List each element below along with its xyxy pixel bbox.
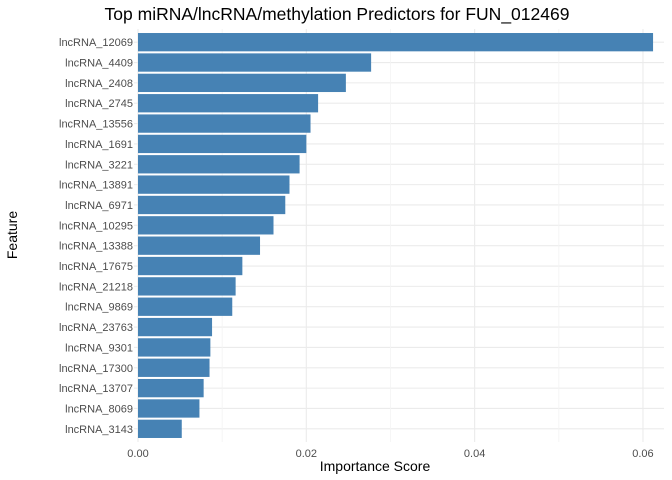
bar-lncRNA_2745 bbox=[138, 94, 319, 113]
bar-lncRNA_17675 bbox=[138, 256, 243, 276]
y-tick-label: lncRNA_17300 bbox=[59, 363, 133, 375]
y-tick-label: lncRNA_4409 bbox=[65, 58, 133, 70]
bar-lncRNA_2408 bbox=[138, 73, 346, 93]
y-tick-label: lncRNA_8069 bbox=[65, 403, 133, 415]
bar-lncRNA_13707 bbox=[138, 378, 204, 398]
x-tick-label: 0.00 bbox=[127, 448, 148, 460]
y-tick-label: lncRNA_2745 bbox=[65, 98, 133, 110]
y-tick-label: lncRNA_12069 bbox=[59, 37, 133, 49]
bar-lncRNA_8069 bbox=[138, 399, 200, 418]
x-tick-label: 0.06 bbox=[632, 448, 653, 460]
y-tick-label: lncRNA_13707 bbox=[59, 383, 133, 395]
x-axis-title: Importance Score bbox=[320, 458, 431, 474]
y-tick-label: lncRNA_3143 bbox=[65, 424, 133, 436]
y-tick-label: lncRNA_13891 bbox=[59, 180, 133, 192]
y-tick-label: lncRNA_9301 bbox=[65, 342, 133, 354]
bar-lncRNA_1691 bbox=[138, 134, 307, 154]
bar-lncRNA_3143 bbox=[138, 419, 182, 438]
bar-layer bbox=[138, 33, 654, 438]
y-tick-label: lncRNA_3221 bbox=[65, 159, 133, 171]
y-tick-label: lncRNA_17675 bbox=[59, 261, 133, 273]
bar-lncRNA_21218 bbox=[138, 277, 236, 296]
y-tick-label: lncRNA_1691 bbox=[65, 139, 133, 151]
bar-lncRNA_13556 bbox=[138, 114, 311, 133]
y-tick-label: lncRNA_23763 bbox=[59, 322, 133, 334]
y-tick-label: lncRNA_9869 bbox=[65, 302, 133, 314]
x-tick-label: 0.02 bbox=[296, 448, 317, 460]
bar-lncRNA_13388 bbox=[138, 236, 261, 255]
y-tick-label: lncRNA_21218 bbox=[59, 281, 133, 293]
x-tick-labels: 0.00 0.02 0.04 0.06 bbox=[127, 448, 653, 460]
bar-lncRNA_13891 bbox=[138, 175, 290, 194]
bar-lncRNA_23763 bbox=[138, 317, 213, 337]
bar-lncRNA_6971 bbox=[138, 195, 286, 215]
y-tick-label: lncRNA_6971 bbox=[65, 200, 133, 212]
y-tick-label: lncRNA_2408 bbox=[65, 78, 133, 90]
y-tick-label: lncRNA_10295 bbox=[59, 220, 133, 232]
chart-title: Top miRNA/lncRNA/methylation Predictors … bbox=[105, 4, 570, 25]
bar-lncRNA_3221 bbox=[138, 155, 300, 174]
bar-lncRNA_9301 bbox=[138, 338, 211, 357]
bar-lncRNA_4409 bbox=[138, 53, 372, 72]
y-tick-label: lncRNA_13388 bbox=[59, 241, 133, 253]
x-tick-label: 0.04 bbox=[464, 448, 485, 460]
y-axis-title: Feature bbox=[4, 211, 20, 259]
bar-lncRNA_12069 bbox=[138, 33, 654, 52]
y-tick-label: lncRNA_13556 bbox=[59, 119, 133, 131]
bar-lncRNA_10295 bbox=[138, 216, 274, 235]
y-tick-labels: lncRNA_12069 lncRNA_4409 lncRNA_2408 lncRNA… bbox=[59, 37, 133, 436]
bar-lncRNA_9869 bbox=[138, 297, 233, 316]
bar-lncRNA_17300 bbox=[138, 358, 210, 377]
